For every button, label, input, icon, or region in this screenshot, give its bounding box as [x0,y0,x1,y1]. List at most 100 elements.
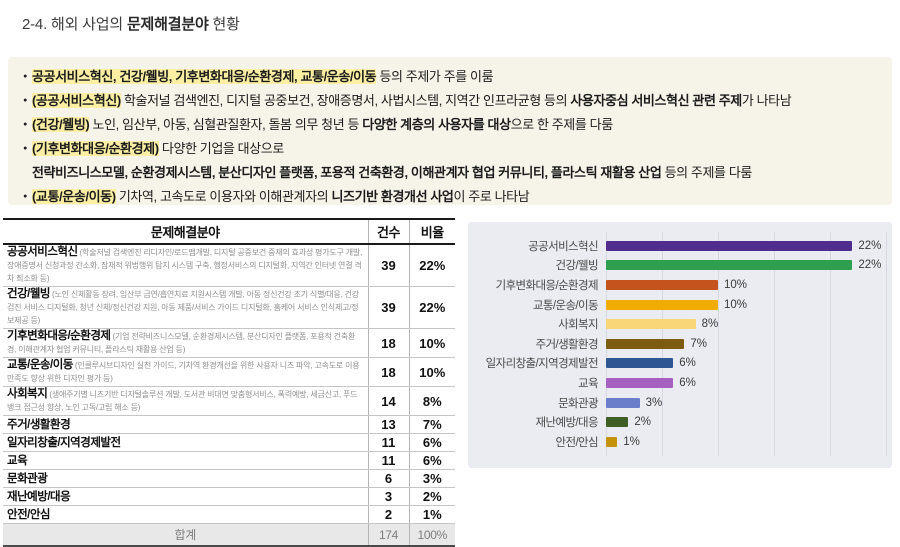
chart-bar [606,319,696,330]
ratio-cell: 6% [408,451,455,470]
chart-bar-value: 10% [724,298,748,311]
bullet-segment: 이 주로 나타남 [453,189,530,204]
chart-plot: 8% [606,318,886,330]
chart-row: 공공서비스혁신 22% [468,236,886,256]
category-name-cell: 사회복지 (생애주기별 니즈기반 디지털솔루션 개발, 도서관 비대면 맞춤형서… [3,386,368,416]
category-name: 사회복지 [7,388,48,400]
bullet-text: 전략비즈니스모델, 순환경제시스템, 분산디자인 플랫폼, 포용적 건축환경, … [32,161,752,185]
table-row: 문화관광 6 3% [3,469,455,488]
bullet-item: ● (공공서비스혁신) 학술저널 검색엔진, 디지털 공중보건, 장애증명서, 사… [18,89,874,113]
total-count: 174 [367,523,409,547]
chart-category-label: 주거/생활환경 [535,338,599,351]
chart-category-label: 건강/웰빙 [555,260,598,273]
bullet-list: ● 공공서비스혁신, 건강/웰빙, 기후변화대응/순환경제, 교통/운송/이동 등… [18,65,874,209]
bullet-item: ● 공공서비스혁신, 건강/웰빙, 기후변화대응/순환경제, 교통/운송/이동 등… [18,65,874,89]
chart-plot: 22% [606,259,886,271]
category-detail: (학술저널 검색엔진 리디자인/로드맵개발, 디지털 공중보건 중재의 효과성 … [7,248,363,283]
bullet-segment: 등의 주제가 주를 이룸 [376,69,494,84]
chart-category-label: 교육 [578,377,599,390]
bullet-text: (공공서비스혁신) 학술저널 검색엔진, 디지털 공중보건, 장애증명서, 사법… [32,89,792,113]
chart-bar-value: 10% [724,278,748,291]
ratio-cell: 10% [408,357,455,387]
ratio-cell: 1% [408,505,455,524]
chart-bar [606,240,853,251]
ratio-cell: 3% [408,469,455,488]
bullet-text: (교통/운송/이동) 기차역, 고속도로 이용자와 이해관계자의 니즈기반 환경… [32,185,530,209]
problem-area-table: 문제해결분야 건수 비율 공공서비스혁신 (학술저널 검색엔진 리디자인/로드맵… [3,218,455,547]
title-suffix: 현황 [208,16,240,33]
table-row: 기후변화대응/순환경제 (기업 전략비즈니스모델, 순환경제시스템, 분산디자인… [3,328,455,358]
count-cell: 18 [367,328,409,358]
chart-category-label: 기후변화대응/순환경제 [495,279,599,292]
bullet-marker: ● [23,145,27,152]
bullet-marker: ● [23,73,27,80]
table-header-row: 문제해결분야 건수 비율 [3,218,455,245]
title-prefix: 2-4. 해외 사업의 [22,16,127,33]
chart-plot: 3% [606,397,886,409]
chart-bar-value: 7% [690,337,708,350]
category-name-cell: 재난예방/대응 [3,487,368,506]
chart-plot: 22% [606,240,886,252]
count-cell: 11 [367,451,409,470]
chart-plot: 10% [606,278,886,291]
bullet-text: 공공서비스혁신, 건강/웰빙, 기후변화대응/순환경제, 교통/운송/이동 등의… [32,65,494,89]
ratio-cell: 2% [408,487,455,506]
bullet-segment: (건강/웰빙) [32,117,90,132]
chart-plot: 10% [606,298,886,311]
category-name: 기후변화대응/순환경제 [7,330,111,342]
chart-bar [606,397,640,408]
chart-row: 주거/생활환경 7% [468,334,886,354]
bar-chart: 공공서비스혁신 22% 건강/웰빙 22% 기후변화대응/순환경제 10% 교통/운송/이동… [468,222,892,468]
chart-row: 교육 6% [468,373,886,393]
category-name-cell: 안전/안심 [3,505,368,524]
table-row: 교육 11 6% [3,451,455,470]
chart-category-label: 안전/안심 [555,436,598,449]
bullet-item: ● (건강/웰빙) 노인, 임산부, 아동, 심혈관질환자, 돌봄 의무 청년 등… [18,113,874,137]
bullet-segment: 다양한 계층의 사용자를 대상 [362,117,511,132]
summary-panel: ● 공공서비스혁신, 건강/웰빙, 기후변화대응/순환경제, 교통/운송/이동 등… [8,57,892,205]
table-row: 일자리창출/지역경제발전 11 6% [3,433,455,452]
title-emphasis: 문제해결분야 [126,16,209,33]
table-row: 건강/웰빙 (노인 신체활동 장려, 임산부 금연/흡연치료 지원시스템 개발,… [3,286,455,329]
ratio-cell: 7% [408,415,455,434]
ratio-cell: 22% [408,286,455,329]
category-name: 공공서비스혁신 [7,246,78,258]
category-name-cell: 교육 [3,451,368,470]
bullet-segment: 등의 주제를 다룸 [661,165,753,180]
bullet-segment: 사용자중심 서비스혁신 관련 주제 [570,93,742,108]
chart-category-label: 교통/운송/이동 [532,299,599,312]
count-cell: 14 [367,386,409,416]
count-cell: 2 [367,505,409,524]
gridline [830,232,831,456]
chart-row: 일자리창출/지역경제발전 6% [468,354,886,374]
chart-row: 건강/웰빙 22% [468,256,886,276]
bullet-segment: (교통/운송/이동) [32,189,116,204]
category-name-cell: 교통/운송/이동 (인클루시브디자인 실천 가이드, 기차역 환경개선을 위한 … [3,357,368,387]
bullet-marker: ● [23,121,27,128]
count-cell: 3 [367,487,409,506]
category-name-cell: 문화관광 [3,469,368,488]
category-name: 건강/웰빙 [7,288,51,300]
bullet-segment: 전략비즈니스모델, 순환경제시스템, 분산디자인 플랫폼, 포용적 건축환경, … [32,165,662,180]
category-name-cell: 일자리창출/지역경제발전 [3,433,368,452]
bullet-segment: 노인, 임산부, 아동, 심혈관질환자, 돌봄 의무 청년 등 [89,117,363,132]
table-row: 주거/생활환경 13 7% [3,415,455,434]
chart-plot: 2% [606,416,886,429]
bullet-segment: 가 나타남 [741,93,792,108]
ratio-cell: 8% [408,386,455,416]
chart-row: 문화관광 3% [468,393,886,413]
chart-category-label: 재난예방/대응 [535,417,599,430]
table-row: 안전/안심 2 1% [3,505,455,524]
bullet-text: (기후변화대응/순환경제) 다양한 기업을 대상으로 [32,137,284,161]
page-title: 2-4. 해외 사업의 문제해결분야 현황 [22,13,240,34]
gridline [774,232,775,456]
count-cell: 13 [367,415,409,434]
chart-category-label: 사회복지 [558,319,599,332]
ratio-cell: 22% [408,244,455,287]
table-row: 공공서비스혁신 (학술저널 검색엔진 리디자인/로드맵개발, 디지털 공중보건 … [3,244,455,287]
chart-bar-value: 2% [634,416,652,429]
chart-bar-value: 6% [679,357,696,370]
table-row: 교통/운송/이동 (인클루시브디자인 실천 가이드, 기차역 환경개선을 위한 … [3,357,455,387]
category-table: 문제해결분야 건수 비율 공공서비스혁신 (학술저널 검색엔진 리디자인/로드맵… [3,218,455,547]
chart-bar [606,417,629,428]
